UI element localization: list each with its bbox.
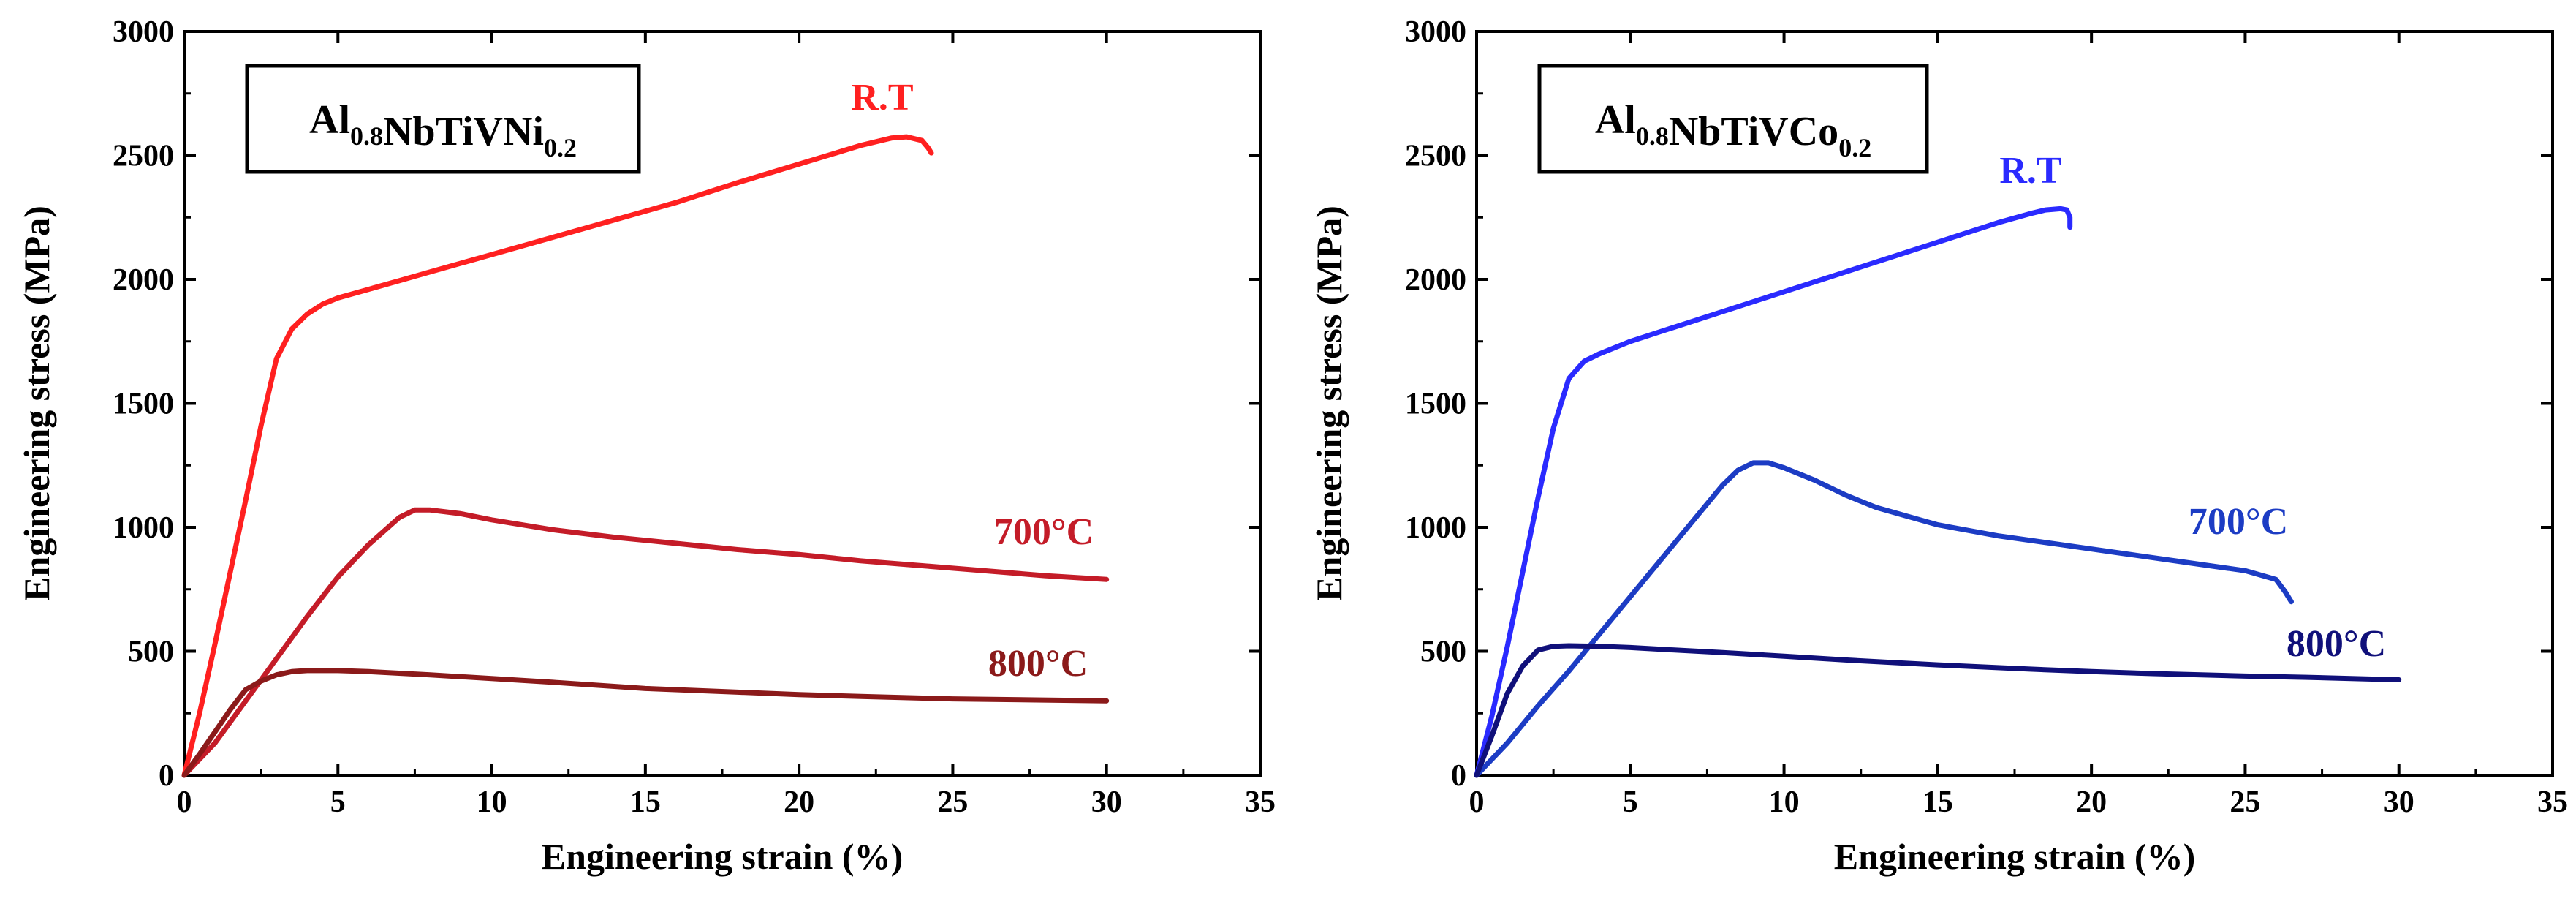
series-label-rt: R.T	[1999, 150, 2061, 192]
series-line-700c	[181, 507, 1110, 778]
y-tick-label: 2000	[113, 263, 174, 297]
x-tick-label: 0	[1469, 785, 1485, 819]
y-axis-label: Engineering stress (MPa)	[1308, 206, 1349, 601]
y-tick-label: 1500	[113, 388, 174, 421]
y-axis-label: Engineering stress (MPa)	[16, 206, 57, 601]
series-label-800c: 800°C	[988, 643, 1088, 685]
x-tick-label: 30	[2384, 785, 2414, 819]
series-label-rt: R.T	[851, 77, 913, 118]
alloy-subscript: 0.8	[1636, 121, 1669, 151]
y-tick-label: 1000	[1405, 511, 1466, 545]
x-tick-label: 5	[330, 785, 346, 819]
series-line-rt	[1474, 206, 2073, 778]
alloy-subscript: 0.2	[544, 133, 577, 162]
y-tick-label: 500	[1420, 636, 1466, 669]
series-line-rt	[181, 134, 934, 778]
alloy-label: Al0.8NbTiVNi0.2	[309, 97, 577, 162]
y-tick-label: 2500	[1405, 140, 1466, 173]
alloy-label-box	[245, 64, 641, 174]
alloy-label: Al0.8NbTiVCo0.2	[1595, 97, 1871, 162]
y-tick-label: 2500	[113, 140, 174, 173]
x-tick-label: 15	[630, 785, 661, 819]
alloy-text: NbTiVCo	[1669, 109, 1838, 154]
x-tick-label: 15	[1922, 785, 1953, 819]
chart-panel-ni: 0 5 10 15 20 25 30 35 0 500 1000 1500 2000 2500 3000 En…	[16, 15, 1276, 877]
series-label-700c: 700°C	[994, 511, 1094, 553]
x-tick-label: 10	[1769, 785, 1800, 819]
x-tick-label: 25	[2230, 785, 2260, 819]
y-tick-label: 3000	[113, 15, 174, 49]
x-tick-label: 35	[1245, 785, 1276, 819]
x-tick-label: 5	[1623, 785, 1638, 819]
x-tick-label: 25	[937, 785, 968, 819]
x-tick-label: 35	[2537, 785, 2568, 819]
series-line-700c	[1474, 460, 2294, 778]
alloy-subscript: 0.2	[1838, 133, 1871, 162]
alloy-text: Al	[309, 97, 350, 143]
series-label-800c: 800°C	[2287, 623, 2386, 665]
series-line-800c	[1474, 643, 2402, 778]
x-axis-label: Engineering strain (%)	[1834, 836, 2195, 877]
alloy-text: NbTiVNi	[383, 109, 544, 154]
chart-panel-co: 0 5 10 15 20 25 30 35 0 500 1000 1500 2000 2500 3000 En…	[1308, 15, 2568, 877]
x-tick-label: 10	[477, 785, 507, 819]
alloy-text: Al	[1595, 97, 1636, 143]
y-tick-label: 0	[1451, 759, 1466, 793]
y-tick-label: 1000	[113, 511, 174, 545]
series-line-800c	[181, 668, 1110, 778]
x-tick-label: 0	[177, 785, 192, 819]
y-tick-label: 3000	[1405, 15, 1466, 49]
y-tick-label: 500	[128, 636, 174, 669]
x-tick-label: 20	[784, 785, 814, 819]
y-tick-label: 2000	[1405, 263, 1466, 297]
series-label-700c: 700°C	[2189, 501, 2288, 543]
y-tick-label: 1500	[1405, 388, 1466, 421]
alloy-subscript: 0.8	[350, 121, 383, 151]
alloy-label-box	[1537, 64, 1929, 174]
x-tick-label: 20	[2076, 785, 2107, 819]
x-tick-label: 30	[1091, 785, 1122, 819]
y-tick-label: 0	[159, 759, 174, 793]
x-axis-label: Engineering strain (%)	[542, 836, 903, 877]
